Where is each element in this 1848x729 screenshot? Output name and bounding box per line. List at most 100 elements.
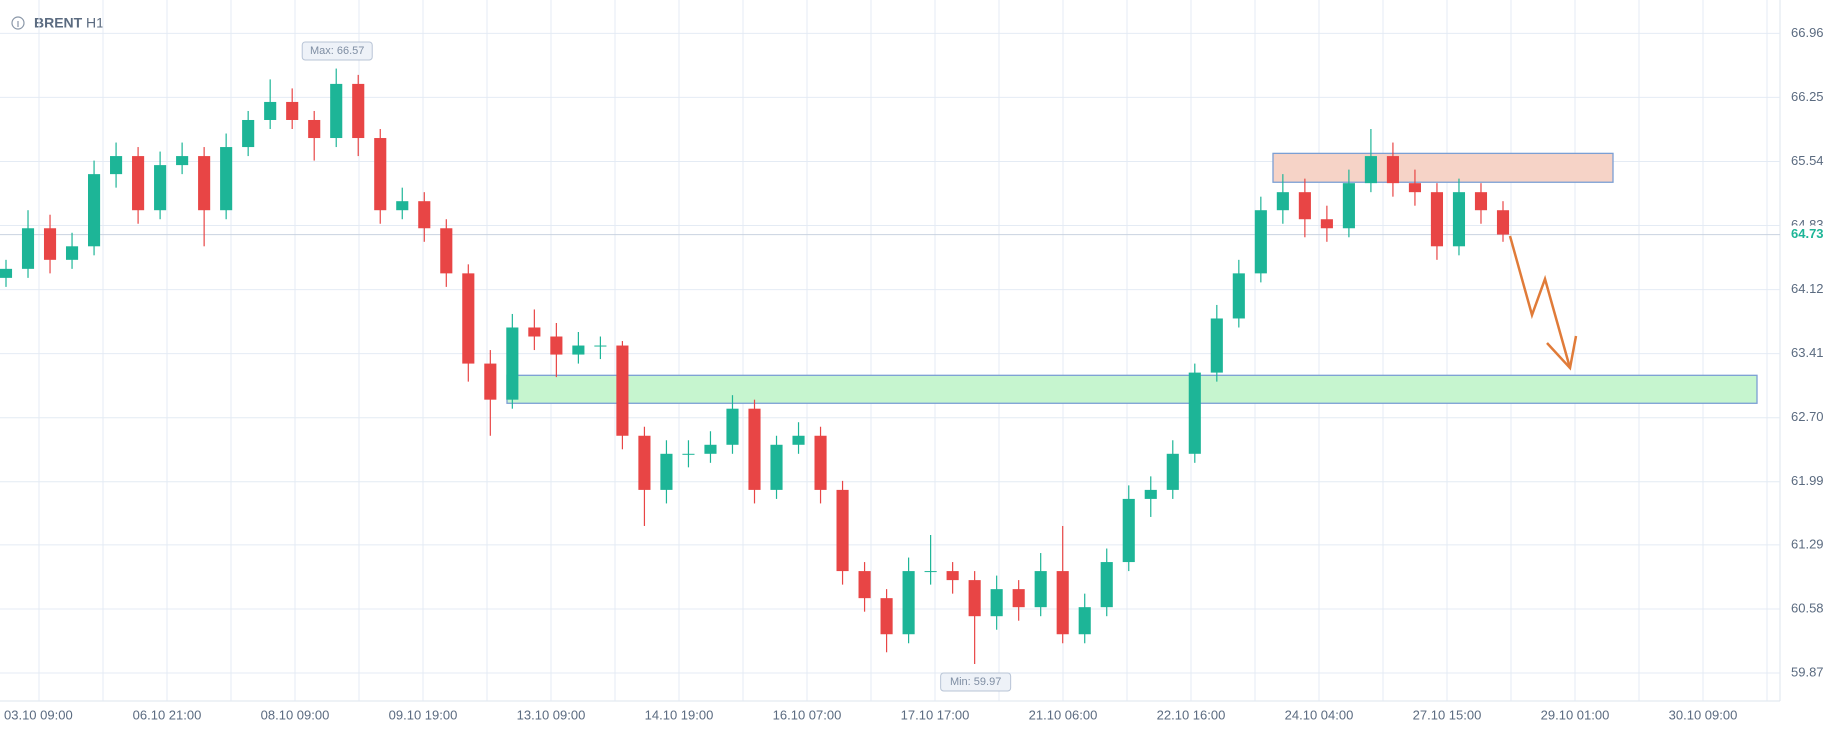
candle-body [968,580,981,617]
x-tick-label: 16.10 07:00 [773,707,842,722]
candle-body [1276,192,1289,211]
candle-body [638,435,651,490]
forecast-arrow [1508,235,1572,369]
candle-body [814,435,827,490]
candle-body [1144,489,1157,499]
candle-body [946,571,959,581]
candle-body [264,101,277,120]
candle-body [770,444,783,490]
candle-body [660,453,673,490]
chart-subtitle: H1 [86,15,104,31]
candle-body [1430,192,1444,247]
candle-body [1386,156,1399,184]
candle-body [836,489,849,572]
forecast-arrow-head [1546,335,1578,371]
candle-body [286,101,299,120]
last-price-label: 64.73 [1791,226,1824,241]
y-tick-label: 59.87 [1791,664,1824,679]
candle-body [1100,562,1113,608]
candle-body [528,327,541,337]
candle-body [1452,192,1466,247]
x-tick-label: 21.10 06:00 [1029,707,1098,722]
candle-body [748,408,761,490]
candle-body [1254,210,1267,274]
candle-body [726,408,739,445]
candle-body [462,273,475,364]
info-icon [11,16,25,30]
candle-body [88,174,101,247]
candle-body [132,156,145,211]
candle-body [0,268,13,278]
x-tick-label: 09.10 19:00 [389,707,458,722]
y-tick-label: 65.54 [1791,153,1824,168]
y-tick-label: 61.29 [1791,536,1824,551]
candle-body [1496,210,1510,235]
candle-body [65,246,79,260]
candle-body [902,571,915,635]
candle-body [1166,453,1179,490]
y-tick-label: 66.25 [1791,89,1824,104]
candle-body [1012,589,1025,608]
candle-body [682,453,695,455]
candle-body [616,345,629,436]
price-zone [506,374,1758,404]
x-tick-label: 08.10 09:00 [261,707,330,722]
candle-body [1364,156,1377,184]
y-tick-label: 64.12 [1791,281,1824,296]
candle-body [1056,571,1069,635]
candle-body [1298,192,1311,220]
candle-body [990,589,1003,617]
candle-body [176,156,189,166]
candle-body [924,571,937,573]
candle-body [1078,607,1091,635]
candle-body [110,156,123,175]
candle-body [396,201,409,211]
candle-body [352,83,365,139]
min-label: Min: 59.97 [950,676,1001,688]
candle-body [154,165,167,211]
min-label-box [940,672,1012,692]
y-tick-label: 62.70 [1791,409,1824,424]
candle-body [1210,318,1223,373]
x-tick-label: 14.10 19:00 [645,707,714,722]
y-tick-label: 63.41 [1791,345,1824,360]
candle-body [374,138,387,211]
candle-body [506,327,519,400]
y-tick-label: 61.99 [1791,473,1824,488]
candle-body [1474,192,1488,211]
candle-body [220,147,233,211]
candle-body [242,119,255,148]
candle-body [1122,498,1135,563]
candle-body [1034,571,1047,608]
x-tick-label: 30.10 09:00 [1669,707,1738,722]
candle-body [1408,183,1421,193]
candle-body [1342,183,1355,229]
x-tick-label: 24.10 04:00 [1285,707,1354,722]
x-tick-label: 27.10 15:00 [1413,707,1482,722]
candle-body [704,444,717,454]
candle-body [572,345,585,355]
x-tick-label: 22.10 16:00 [1157,707,1226,722]
candle-body [418,201,431,229]
x-tick-label: 17.10 17:00 [901,707,970,722]
candle-body [43,228,57,260]
candle-body [1320,219,1333,229]
max-label-box [301,41,373,61]
candle-body [880,598,893,635]
candle-body [308,119,321,139]
y-tick-label: 60.58 [1791,600,1824,615]
candle-body [198,156,211,211]
candle-body [1232,273,1245,319]
candle-body [484,363,497,400]
candle-body [1188,372,1201,454]
candle-body [858,571,871,599]
candle-body [21,228,35,269]
x-tick-label: 03.10 09:00 [4,707,73,722]
price-zone [1272,152,1614,183]
candle-body [550,336,563,355]
x-tick-label: 06.10 21:00 [133,707,202,722]
y-tick-label: 66.96 [1791,25,1824,40]
candle-body [330,83,343,139]
candle-body [792,435,805,445]
